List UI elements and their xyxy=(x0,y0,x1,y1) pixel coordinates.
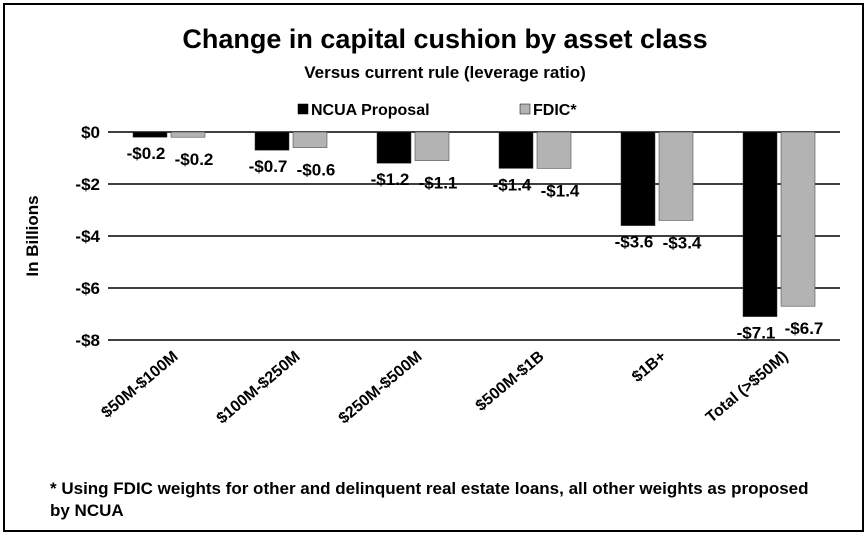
y-axis-title: In Billions xyxy=(23,195,42,276)
y-tick-label: -$8 xyxy=(75,331,100,350)
data-label: -$7.1 xyxy=(737,324,776,343)
data-label: -$1.2 xyxy=(371,170,410,189)
bar xyxy=(498,131,534,169)
y-tick-label: $0 xyxy=(81,123,100,142)
y-tick-label: -$6 xyxy=(75,279,100,298)
data-label: -$3.4 xyxy=(663,233,702,252)
bar xyxy=(170,131,206,138)
bar xyxy=(658,131,694,221)
data-label: -$1.1 xyxy=(419,174,458,193)
chart-title: Change in capital cushion by asset class xyxy=(182,24,707,54)
data-label: -$0.6 xyxy=(297,161,336,180)
data-label: -$1.4 xyxy=(541,181,580,200)
legend-label: FDIC* xyxy=(533,102,577,119)
data-label: -$0.2 xyxy=(127,144,166,163)
bar xyxy=(254,131,290,151)
chart-border xyxy=(3,3,864,532)
bar xyxy=(292,131,328,148)
chart-subtitle: Versus current rule (leverage ratio) xyxy=(304,63,586,82)
bar xyxy=(780,131,816,307)
data-label: -$0.7 xyxy=(249,157,288,176)
data-label: -$1.4 xyxy=(493,175,532,194)
y-tick-label: -$2 xyxy=(75,175,100,194)
bar xyxy=(620,131,656,226)
bar xyxy=(414,131,450,161)
legend-swatch xyxy=(297,103,309,115)
y-tick-label: -$4 xyxy=(75,227,100,246)
data-label: -$6.7 xyxy=(785,319,824,338)
data-label: -$0.2 xyxy=(175,150,214,169)
bar xyxy=(536,131,572,169)
bar xyxy=(742,131,778,317)
data-label: -$3.6 xyxy=(615,233,654,252)
footnote: * Using FDIC weights for other and delin… xyxy=(50,479,809,520)
bar xyxy=(376,131,412,164)
legend-label: NCUA Proposal xyxy=(311,102,430,119)
bar xyxy=(132,131,168,138)
legend-swatch xyxy=(519,103,531,115)
